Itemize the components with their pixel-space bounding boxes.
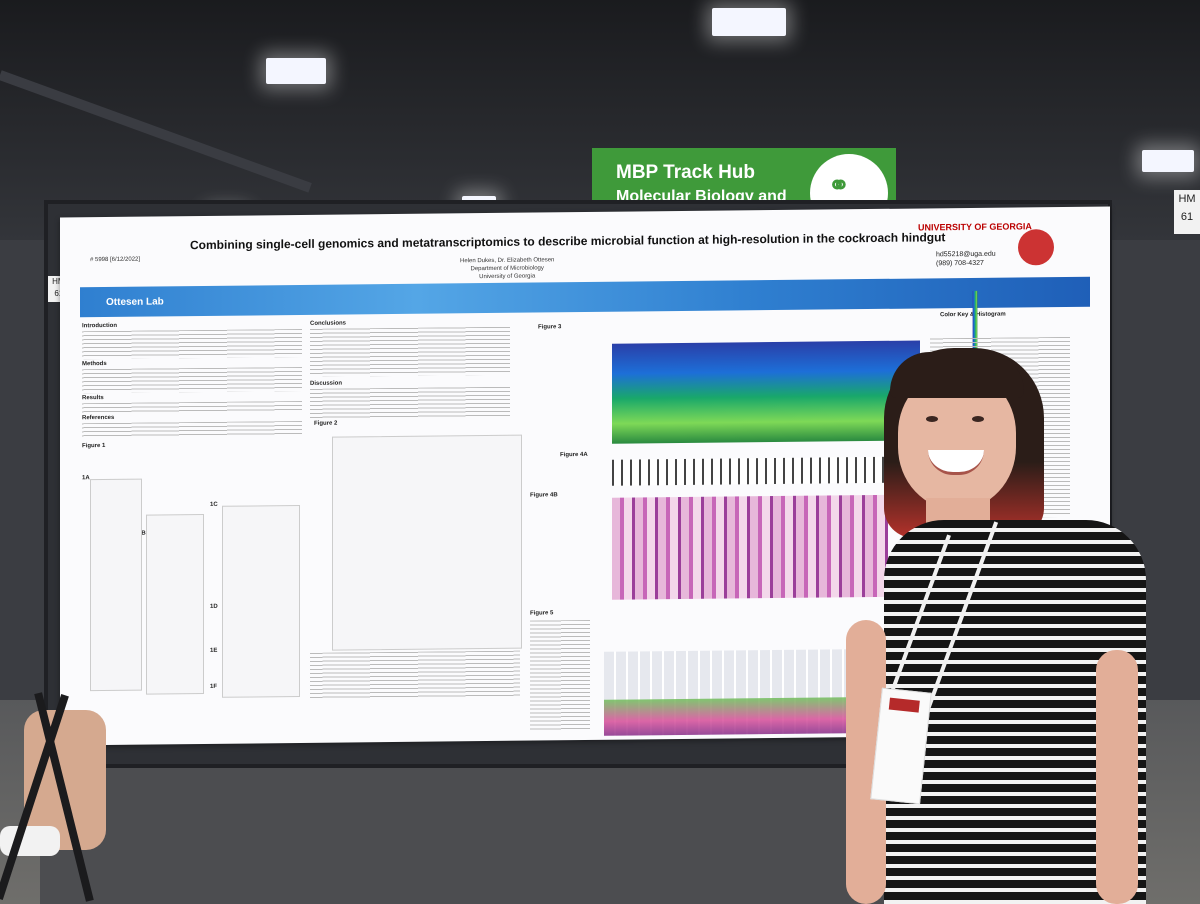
section-methods: Methods [82, 361, 107, 368]
figure-1e-label: 1E [210, 647, 218, 654]
presenter-bangs [890, 352, 1024, 398]
figure-5-bar-fill [604, 696, 886, 736]
phylogenetic-tree [222, 504, 300, 698]
poster-title: Combining single-cell genomics and metat… [190, 230, 946, 253]
text-block [530, 619, 590, 731]
section-introduction: Introduction [82, 322, 117, 330]
text-block [310, 650, 520, 699]
figure-4b-heatmap [612, 494, 888, 600]
figure-2-dotplot [332, 434, 522, 651]
text-block [82, 420, 302, 438]
text-block [310, 386, 510, 419]
presenter-eye [972, 416, 984, 422]
poster-university: University of Georgia [479, 273, 536, 281]
phylogenetic-tree [90, 478, 142, 692]
poster-id: # 5998 [6/12/2022] [90, 256, 141, 264]
figure-4a-bars [612, 456, 892, 486]
ceiling-light [1142, 150, 1194, 172]
figure-1c-label: 1C [210, 501, 218, 508]
section-references: References [82, 414, 115, 422]
figure-1f-label: 1F [210, 683, 218, 690]
lab-name: Ottesen Lab [106, 296, 164, 309]
figure-1d-label: 1D [210, 603, 218, 610]
contact-block: hd55218@uga.edu (989) 708-4327 [936, 250, 996, 269]
badge-logo [888, 697, 920, 713]
figure-1a-label: 1A [82, 475, 90, 482]
contact-phone: (989) 708-4327 [936, 259, 984, 268]
figure-2-label: Figure 2 [314, 420, 338, 427]
presenter-eye [926, 416, 938, 422]
section-discussion: Discussion [310, 380, 343, 387]
blue-wave-banner [80, 276, 1090, 318]
figure-1-label: Figure 1 [82, 443, 106, 450]
text-block [82, 366, 302, 394]
poster-authors-block: Helen Dukes, Dr. Elizabeth Ottesen Depar… [460, 256, 554, 281]
figure-5-label: Figure 5 [530, 610, 554, 617]
ceiling-light [712, 8, 786, 36]
text-block [82, 400, 302, 414]
contact-email: hd55218@uga.edu [936, 250, 996, 259]
phylogenetic-tree [146, 513, 204, 695]
figure-4a-label: Figure 4A [560, 451, 588, 459]
presenter-arm [1096, 650, 1138, 904]
text-block [310, 326, 510, 377]
figure-4b-label: Figure 4B [530, 492, 558, 499]
figure-3-heatmap [612, 340, 920, 444]
board-tag-right: HM 61 [1174, 190, 1200, 234]
department-logo [1018, 229, 1054, 266]
section-results: Results [82, 395, 104, 402]
sign-line-1: MBP Track Hub [616, 162, 756, 183]
text-block [82, 328, 302, 360]
university-logo: UNIVERSITY OF GEORGIA [918, 221, 1032, 233]
ceiling-light [266, 58, 326, 84]
section-conclusions: Conclusions [310, 320, 347, 327]
figure-3-label: Figure 3 [538, 324, 562, 331]
